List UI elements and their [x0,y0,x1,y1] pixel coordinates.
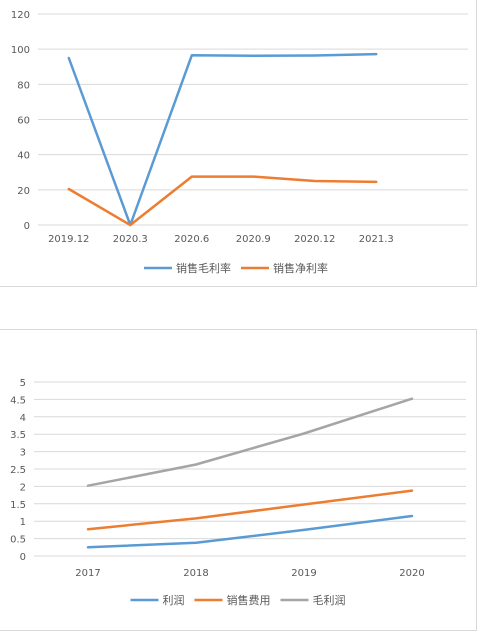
legend-label: 销售净利率 [273,261,328,275]
y-tick-label: 0 [24,221,30,232]
y-tick-label: 120 [11,10,30,21]
y-tick-label: 1 [20,517,26,528]
x-tick-label: 2020.12 [294,234,335,245]
x-tick-label: 2018 [183,568,208,579]
x-tick-label: 2020 [399,568,424,579]
chart-profit-expenses: 0 0.5 1 1.5 2 2.5 3 3.5 4 4.5 5 2017 2018 2019 2020 利润 销… [0,330,476,630]
y-tick-label: 100 [11,45,30,56]
legend-label: 销售毛利率 [176,261,231,275]
chart-margin-rates: 0 20 40 60 80 100 120 2019.12 2020.3 2020.6 2020.9… [0,0,476,286]
x-tick-label: 2019 [291,568,316,579]
y-tick-label: 2 [20,482,26,493]
y-tick-label: 0 [20,552,26,563]
series-line [88,399,412,486]
chart-panel-profit-expenses: 0 0.5 1 1.5 2 2.5 3 3.5 4 4.5 5 2017 2018 2019 2020 利润 销… [0,329,477,631]
legend-label: 毛利润 [313,593,346,607]
y-tick-label: 20 [17,186,30,197]
y-tick-label: 3.5 [10,430,26,441]
chart-panel-margin-rates: 0 20 40 60 80 100 120 2019.12 2020.3 2020.6 2020.9… [0,0,477,287]
y-tick-label: 60 [17,116,30,127]
y-tick-label: 2.5 [10,465,26,476]
x-tick-label: 2019.12 [48,234,89,245]
y-tick-label: 80 [17,80,30,91]
x-tick-label: 2017 [75,568,100,579]
y-tick-label: 3 [20,448,26,459]
y-tick-label: 4 [20,413,26,424]
legend-label: 销售费用 [227,593,271,607]
y-tick-label: 4.5 [10,395,26,406]
x-tick-label: 2021.3 [359,234,394,245]
x-tick-label: 2020.6 [174,234,209,245]
x-tick-label: 2020.3 [113,234,148,245]
series-line [88,516,412,547]
y-tick-label: 5 [20,378,26,389]
x-tick-label: 2020.9 [236,234,271,245]
legend-label: 利润 [163,593,185,607]
y-tick-label: 40 [17,151,30,162]
y-tick-label: 1.5 [10,500,26,511]
series-line [69,54,377,225]
y-tick-label: 0.5 [10,535,26,546]
